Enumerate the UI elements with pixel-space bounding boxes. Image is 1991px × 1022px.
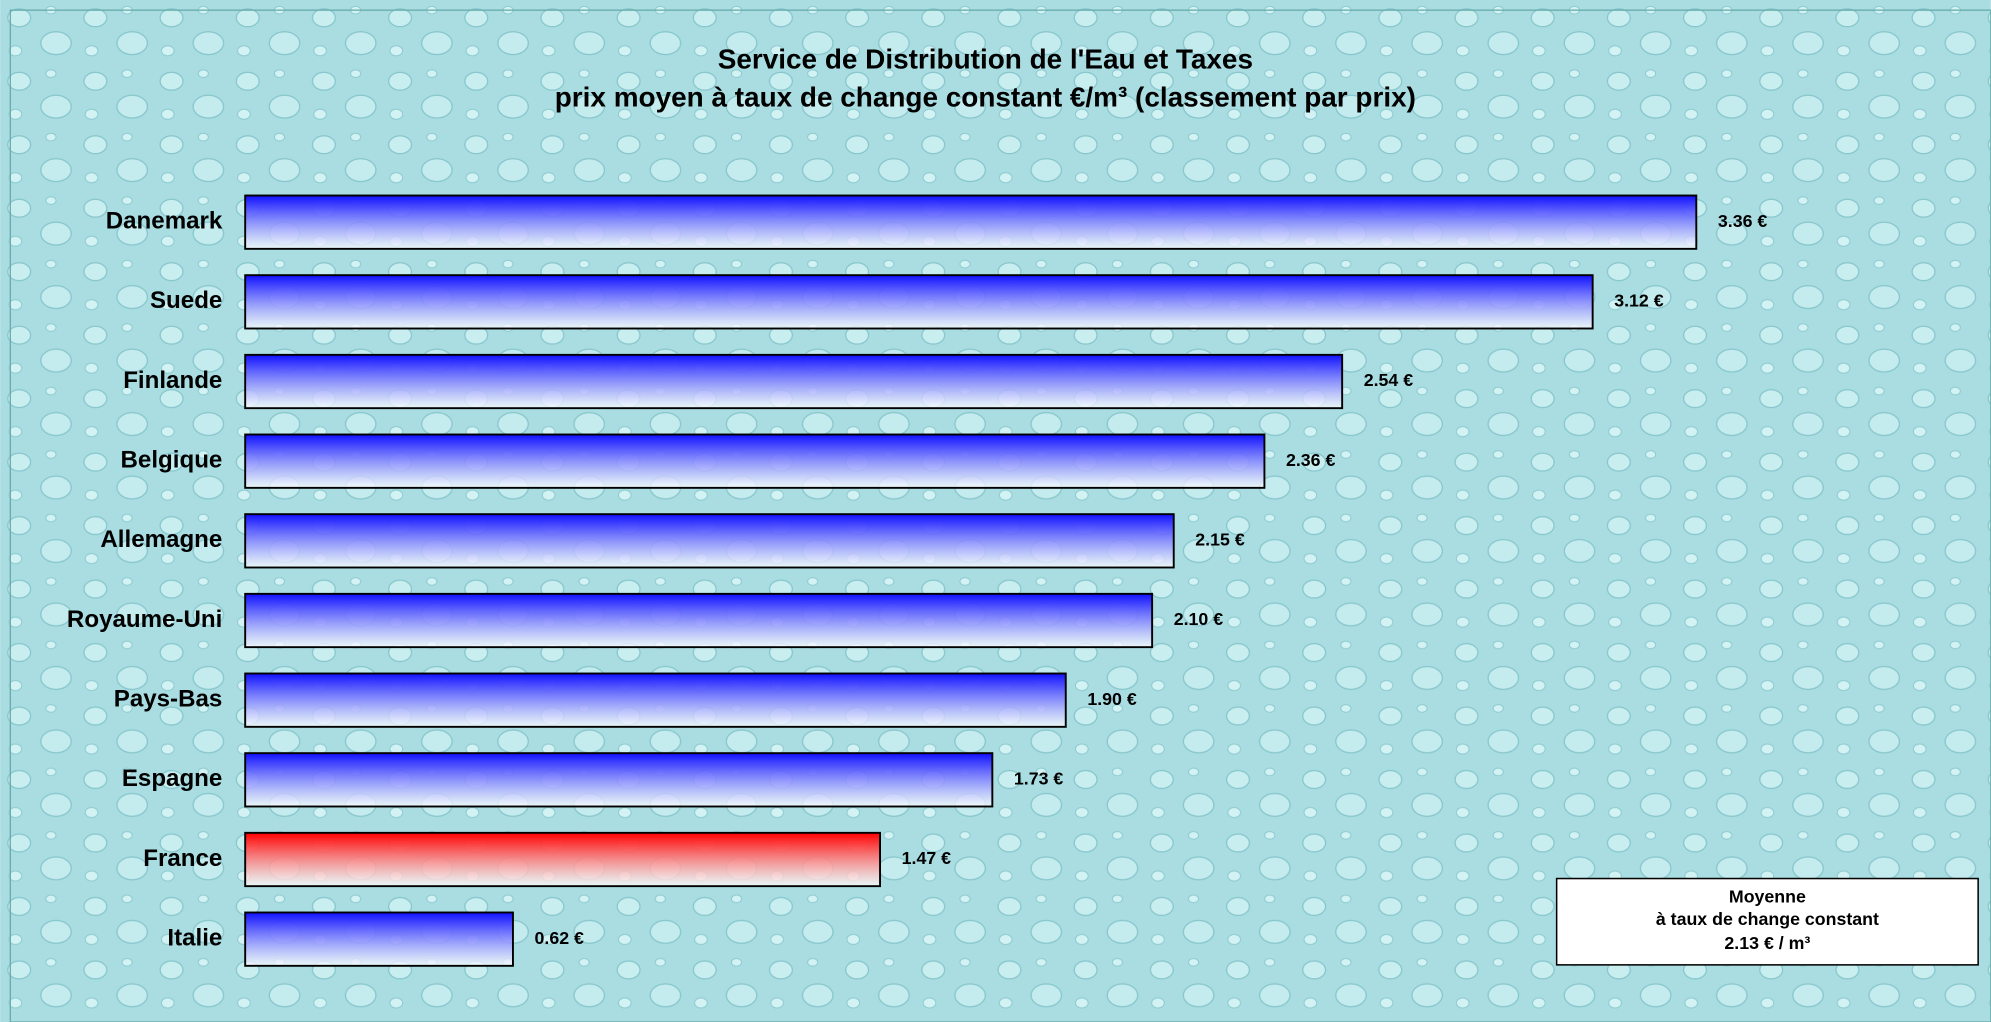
bar <box>244 353 1344 410</box>
bar <box>244 274 1594 330</box>
value-label: 1.73 € <box>1014 769 1064 789</box>
value-label: 3.36 € <box>1718 211 1768 231</box>
category-label: Pays-Bas <box>114 686 223 713</box>
category-label: Espagne <box>122 765 222 792</box>
category-label: France <box>143 845 222 872</box>
value-label: 2.54 € <box>1364 370 1414 390</box>
bar <box>244 433 1266 489</box>
annotation: 2.13 € / m³ <box>1724 933 1810 953</box>
category-label: Royaume-Uni <box>67 606 222 633</box>
category-label: Finlande <box>123 367 222 394</box>
value-label: 2.10 € <box>1174 609 1224 629</box>
value-label: 1.90 € <box>1087 689 1137 709</box>
annotation: à taux de change constant <box>1656 909 1879 929</box>
chart-subtitle: prix moyen à taux de change constant €/m… <box>555 81 1416 112</box>
category-label: Belgique <box>121 447 223 474</box>
value-label: 2.15 € <box>1195 530 1245 550</box>
annotation-box <box>1555 877 1979 966</box>
bar <box>244 752 994 808</box>
annotation: Moyenne <box>1729 886 1806 906</box>
bar <box>244 513 1175 569</box>
value-label: 2.36 € <box>1286 450 1336 470</box>
bar <box>244 911 514 967</box>
category-label: Danemark <box>106 208 223 235</box>
category-label: Allemagne <box>100 526 222 553</box>
chart-title: Service de Distribution de l'Eau et Taxe… <box>718 43 1253 74</box>
category-label: Suede <box>150 287 222 314</box>
value-label: 3.12 € <box>1614 291 1664 311</box>
category-label: Italie <box>167 925 222 952</box>
value-label: 0.62 € <box>535 928 585 948</box>
value-label: 1.47 € <box>902 848 952 868</box>
bar <box>244 672 1067 728</box>
bar <box>244 592 1154 649</box>
bar <box>244 194 1698 250</box>
bar <box>244 831 882 888</box>
